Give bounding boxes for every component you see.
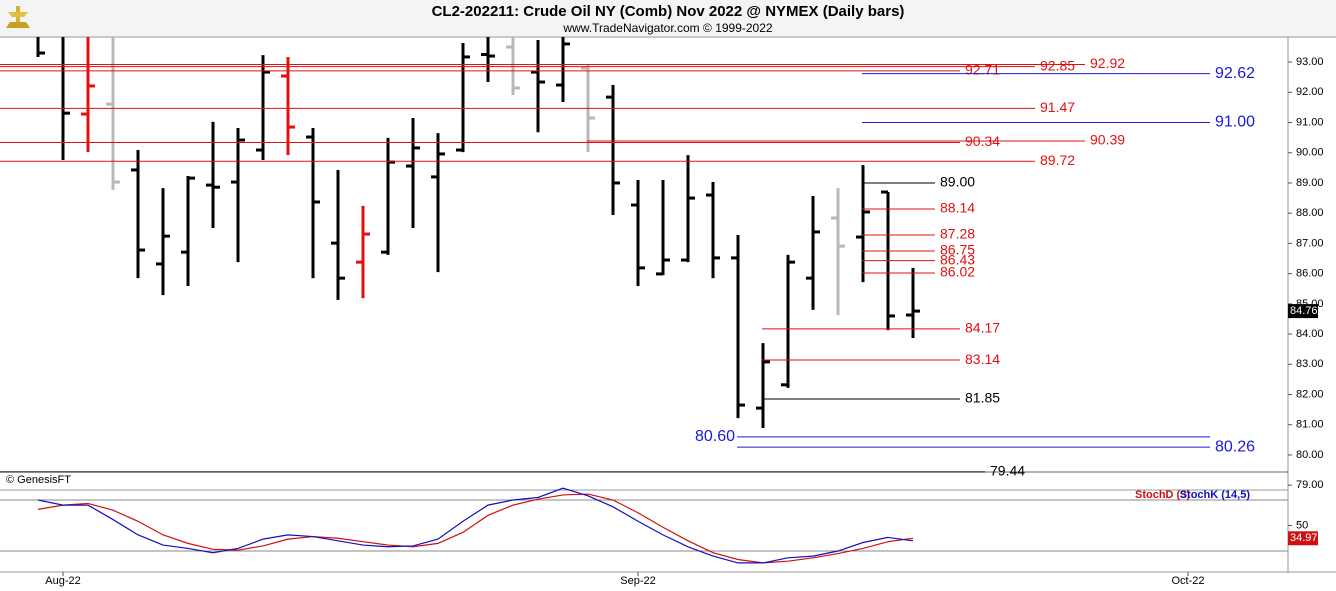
price-level-label: 90.34: [965, 133, 1000, 149]
legend-entry: StochD (3): [1135, 489, 1190, 501]
y-tick-label: 91.00: [1296, 116, 1324, 128]
x-tick-label: Sep-22: [620, 575, 655, 587]
y-tick-label: 88.00: [1296, 207, 1324, 219]
price-level-label: 84.17: [965, 320, 1000, 336]
y-tick-label: 80.00: [1296, 449, 1324, 461]
y-tick-label: 90.00: [1296, 147, 1324, 159]
legend-entry: StochK (14,5): [1180, 489, 1251, 501]
y-tick-label: 82.00: [1296, 388, 1324, 400]
price-level-label: 89.00: [940, 174, 975, 190]
y-tick-label: 87.00: [1296, 237, 1324, 249]
price-level-label: 79.44: [990, 463, 1025, 479]
price-level-label: 87.28: [940, 226, 975, 242]
y-tick-label: 89.00: [1296, 177, 1324, 189]
last-value-box: [1288, 531, 1318, 546]
price-level-label: 88.14: [940, 200, 975, 216]
price-level-label: 92.71: [965, 62, 1000, 78]
price-level-label: 90.39: [1090, 132, 1125, 148]
price-level-label: 91.47: [1040, 99, 1075, 115]
last-value-label: 34.97: [1290, 532, 1318, 544]
stoch-line: [37, 487, 914, 564]
overlay: 79.0080.0081.0082.0083.0084.0085.0086.00…: [0, 55, 1324, 587]
price-level-label: 80.26: [1215, 438, 1255, 455]
chart-title: CL2-202211: Crude Oil NY (Comb) Nov 2022…: [432, 3, 905, 20]
price-level-label: 86.02: [940, 264, 975, 280]
price-level-label: 89.72: [1040, 152, 1075, 168]
header: [0, 0, 1336, 37]
price-level-label: 86.43: [940, 251, 975, 267]
last-price-box: [1288, 304, 1318, 319]
y-tick-label: 83.00: [1296, 358, 1324, 370]
price-level-label: 91.00: [1215, 114, 1255, 131]
y-tick-label: 93.00: [1296, 56, 1324, 68]
y-tick-label: 50: [1296, 519, 1308, 531]
price-level-label: 92.92: [1090, 55, 1125, 71]
price-level-label: 92.85: [1040, 57, 1075, 73]
y-tick-label: 84.00: [1296, 328, 1324, 340]
y-tick-label: 81.00: [1296, 419, 1324, 431]
price-level-label: 81.85: [965, 390, 1000, 406]
x-tick-label: Oct-22: [1171, 575, 1204, 587]
y-tick-label: 79.00: [1296, 479, 1324, 491]
price-level-label: 83.14: [965, 351, 1000, 367]
y-tick-label: 86.00: [1296, 268, 1324, 280]
last-price-label: 84.76: [1290, 305, 1318, 317]
price-level-label: 86.75: [940, 242, 975, 258]
x-tick-label: Aug-22: [45, 575, 80, 587]
y-tick-label: 92.00: [1296, 86, 1324, 98]
chart-subtitle: www.TradeNavigator.com © 1999-2022: [562, 21, 772, 35]
price-level-label: 80.60: [695, 428, 735, 445]
logo: [6, 6, 30, 28]
price-level-label: 92.62: [1215, 65, 1255, 82]
source-note: © GenesisFT: [6, 474, 71, 486]
